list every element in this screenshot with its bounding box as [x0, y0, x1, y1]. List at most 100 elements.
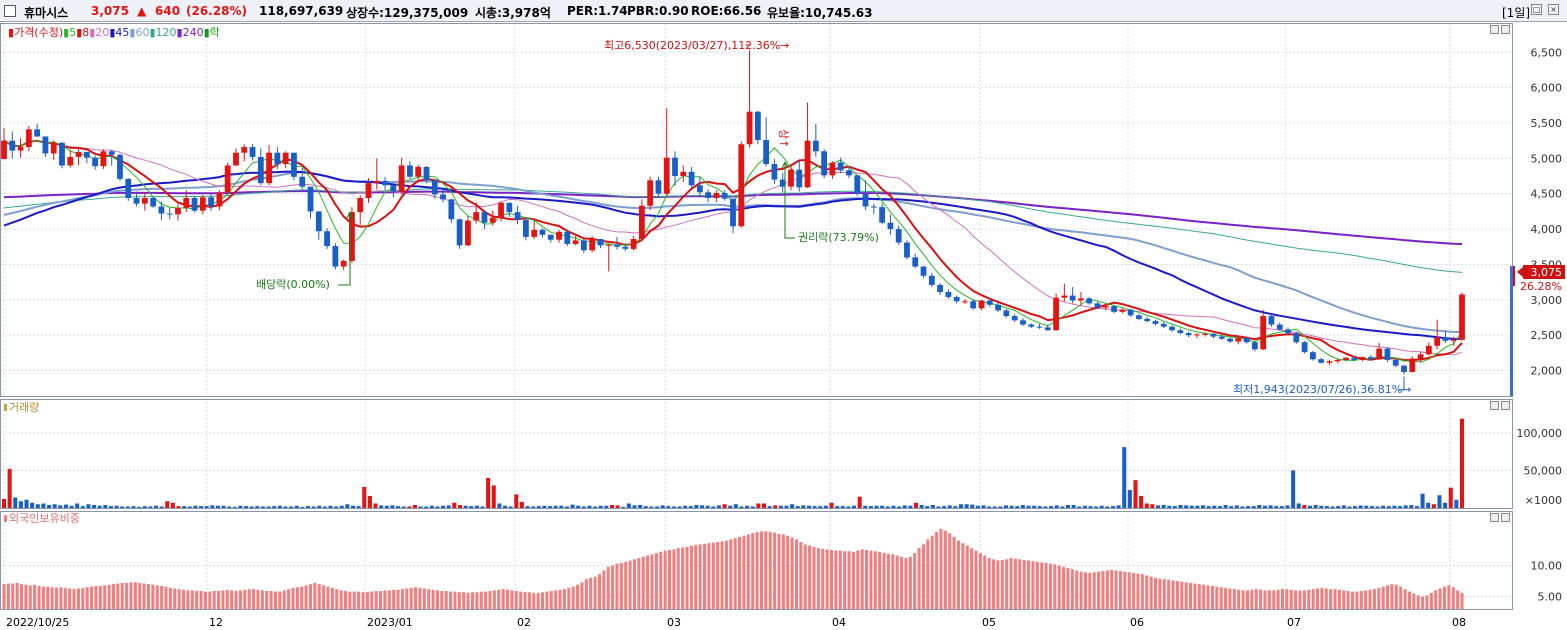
candle-body [1417, 354, 1424, 359]
chart-canvas: 2,0002,5003,0003,5004,0004,5005,0005,500… [0, 23, 1565, 629]
foreign-ratio-bar [111, 584, 115, 609]
volume-bar [609, 504, 614, 508]
volume-bar [1043, 506, 1048, 508]
select-checkbox[interactable] [4, 5, 16, 17]
foreign-ratio-bar [729, 539, 733, 609]
volume-bar [649, 506, 654, 508]
volume-bar [345, 504, 350, 508]
candle-body [1136, 315, 1142, 319]
volume-bar [407, 506, 412, 508]
candle-body [1235, 338, 1242, 342]
legend-entry[interactable]: 120 [156, 26, 177, 39]
foreign-ratio-bar [1219, 587, 1223, 609]
legend-entry[interactable]: 락 [210, 26, 220, 39]
volume-bar [531, 506, 536, 508]
foreign-ratio-bar [908, 556, 912, 609]
legend-entry[interactable]: 5 [69, 26, 76, 39]
volume-panel-menu-icon[interactable] [1490, 401, 1499, 410]
maximize-icon[interactable]: □ [1531, 4, 1542, 15]
candle-body [522, 219, 529, 237]
legend-entry[interactable]: 8 [82, 26, 89, 39]
legend-entry[interactable]: 240 [183, 26, 204, 39]
foreign-ratio-bar [142, 583, 146, 609]
ma120-line [3, 188, 1463, 273]
foreign-ratio-bar [523, 592, 527, 609]
foreign-ratio-bar [939, 528, 943, 609]
foreign-panel-menu-icon[interactable] [1490, 513, 1499, 522]
dividend-annotation: 배당락(0.00%) [256, 278, 330, 291]
candle-body [1160, 323, 1167, 327]
foreign-ratio-bar [847, 551, 851, 609]
candle-body [407, 165, 413, 177]
price-panel-menu-icon[interactable] [1490, 25, 1499, 34]
volume-bar [30, 502, 35, 508]
foreign-ratio-bar [707, 543, 711, 609]
candle-body [1094, 303, 1101, 308]
volume-bar [1071, 504, 1076, 508]
volume-bar [897, 506, 902, 508]
candle-body [539, 229, 546, 235]
foreign-ratio-bar [1259, 589, 1263, 609]
volume-bar [1099, 505, 1104, 508]
legend-entry[interactable]: 가격(수정) [14, 26, 63, 39]
candle-body [713, 193, 720, 198]
legend-entry[interactable]: 20 [95, 26, 109, 39]
candle-body [1367, 357, 1374, 360]
volume-unit: ×1000 [1525, 494, 1562, 507]
price-panel-close-icon[interactable] [1501, 25, 1510, 34]
foreign-ratio-bar [260, 590, 264, 609]
foreign-ratio-bar [978, 553, 982, 609]
date-tick-label: 06 [1130, 616, 1144, 629]
foreign-ratio-bar [716, 541, 720, 609]
volume-bar [356, 506, 361, 508]
foreign-ratio-bar [479, 591, 483, 609]
volume-bar [773, 505, 778, 508]
volume-bar [654, 506, 660, 508]
foreign-ratio-bar [733, 538, 737, 609]
foreign-ratio-bar [146, 584, 151, 609]
legend-entry[interactable]: 60 [135, 26, 149, 39]
candle-body [1434, 337, 1441, 346]
foreign-ratio-bar [676, 548, 680, 609]
foreign-ratio-bar [1149, 576, 1153, 609]
foreign-ratio-bar [133, 582, 137, 609]
candle-body [1, 140, 7, 160]
volume-bar [598, 505, 603, 508]
candle-body [50, 142, 57, 154]
foreign-ratio-bar [339, 590, 343, 609]
volume-bar [880, 505, 885, 508]
foreign-ratio-bar [1180, 581, 1184, 609]
foreign-ratio-bar [1075, 570, 1079, 609]
legend-swatch: ▮ [76, 26, 82, 39]
volume-bar [1133, 480, 1138, 508]
volume-bar [424, 506, 429, 508]
candle-body [1343, 357, 1349, 360]
foreign-ratio-bar [558, 589, 562, 609]
candle-body [514, 212, 521, 220]
foreign-ratio-bar [624, 561, 628, 609]
foreign-ratio-bar [891, 554, 895, 609]
volume-bar [131, 506, 136, 508]
volume-bar [970, 504, 975, 508]
candle-body [315, 211, 322, 232]
candle-body [1384, 348, 1391, 360]
listed-shares: 상장수:129,375,009 [346, 6, 469, 20]
foreign-ratio-bar [746, 534, 750, 609]
foreign-ratio-bar [392, 589, 396, 609]
foreign-ratio-bar [900, 556, 904, 609]
foreign-ratio-bar [278, 591, 282, 609]
candle-body [821, 151, 828, 176]
foreign-ratio-bar [160, 586, 164, 609]
candle-body [663, 157, 670, 194]
volume-bar [1448, 487, 1453, 508]
volume-panel-close-icon[interactable] [1501, 401, 1510, 410]
low-pointer [1398, 376, 1405, 391]
period-selector[interactable]: [1일] [1502, 6, 1531, 20]
foreign-ratio-bar [602, 570, 606, 609]
legend-entry[interactable]: 45 [115, 26, 129, 39]
price-tick-label: 5,500 [1531, 117, 1563, 130]
candle-body [166, 213, 173, 215]
foreign-panel-close-icon[interactable] [1501, 513, 1510, 522]
close-icon[interactable]: × [1548, 4, 1559, 15]
foreign-ratio-bar [1416, 595, 1420, 609]
